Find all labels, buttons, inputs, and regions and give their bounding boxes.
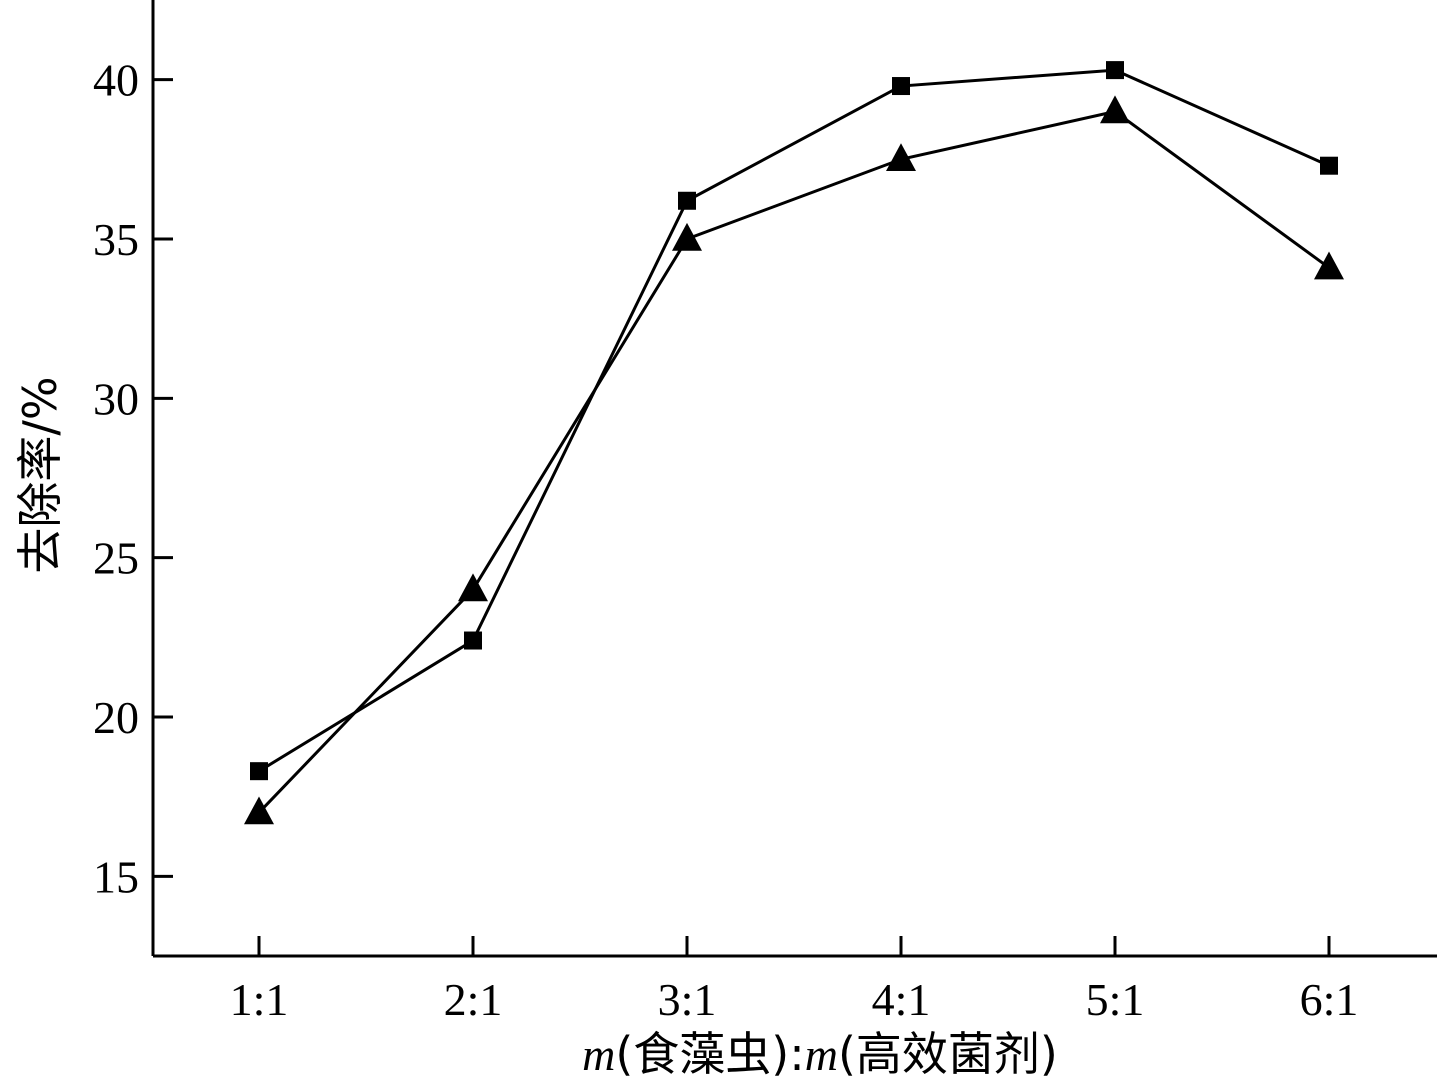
triangle-marker: [1100, 95, 1130, 124]
triangle-marker: [886, 143, 916, 172]
x-tick-label: 1:1: [230, 974, 289, 1025]
x-tick-label: 6:1: [1300, 974, 1359, 1025]
square-marker: [1106, 61, 1124, 80]
square-marker: [250, 762, 268, 781]
y-tick-label: 35: [93, 214, 139, 265]
x-tick-label: 4:1: [872, 974, 931, 1025]
square-marker: [678, 191, 696, 210]
axes: [151, 0, 1437, 958]
series-1: [250, 61, 1338, 781]
y-ticks: 15 20 25 30 35 40: [93, 55, 173, 902]
x-tick-label: 5:1: [1086, 974, 1145, 1025]
x-tick-label: 3:1: [658, 974, 717, 1025]
x-axis-title: m(食藻虫):m(高效菌剂): [582, 1027, 1058, 1081]
square-marker: [1320, 156, 1338, 175]
series-layer: [244, 61, 1344, 825]
y-axis-title: 去除率/%: [13, 376, 67, 573]
square-marker: [464, 631, 482, 650]
y-tick-label: 30: [93, 373, 139, 424]
triangle-marker: [1314, 251, 1344, 280]
square-marker: [892, 77, 910, 96]
x-ticks: 1:1 2:1 3:1 4:1 5:1 6:1: [230, 936, 1359, 1025]
series-2: [244, 95, 1344, 825]
triangle-marker: [672, 222, 702, 251]
y-tick-label: 20: [93, 692, 139, 743]
y-tick-label: 25: [93, 533, 139, 584]
series-2-line: [257, 109, 1330, 814]
y-tick-label: 15: [93, 851, 139, 902]
series-1-line: [258, 68, 1330, 773]
triangle-marker: [458, 573, 488, 602]
y-tick-label: 40: [93, 55, 139, 106]
triangle-marker: [244, 796, 274, 825]
x-tick-label: 2:1: [444, 974, 503, 1025]
